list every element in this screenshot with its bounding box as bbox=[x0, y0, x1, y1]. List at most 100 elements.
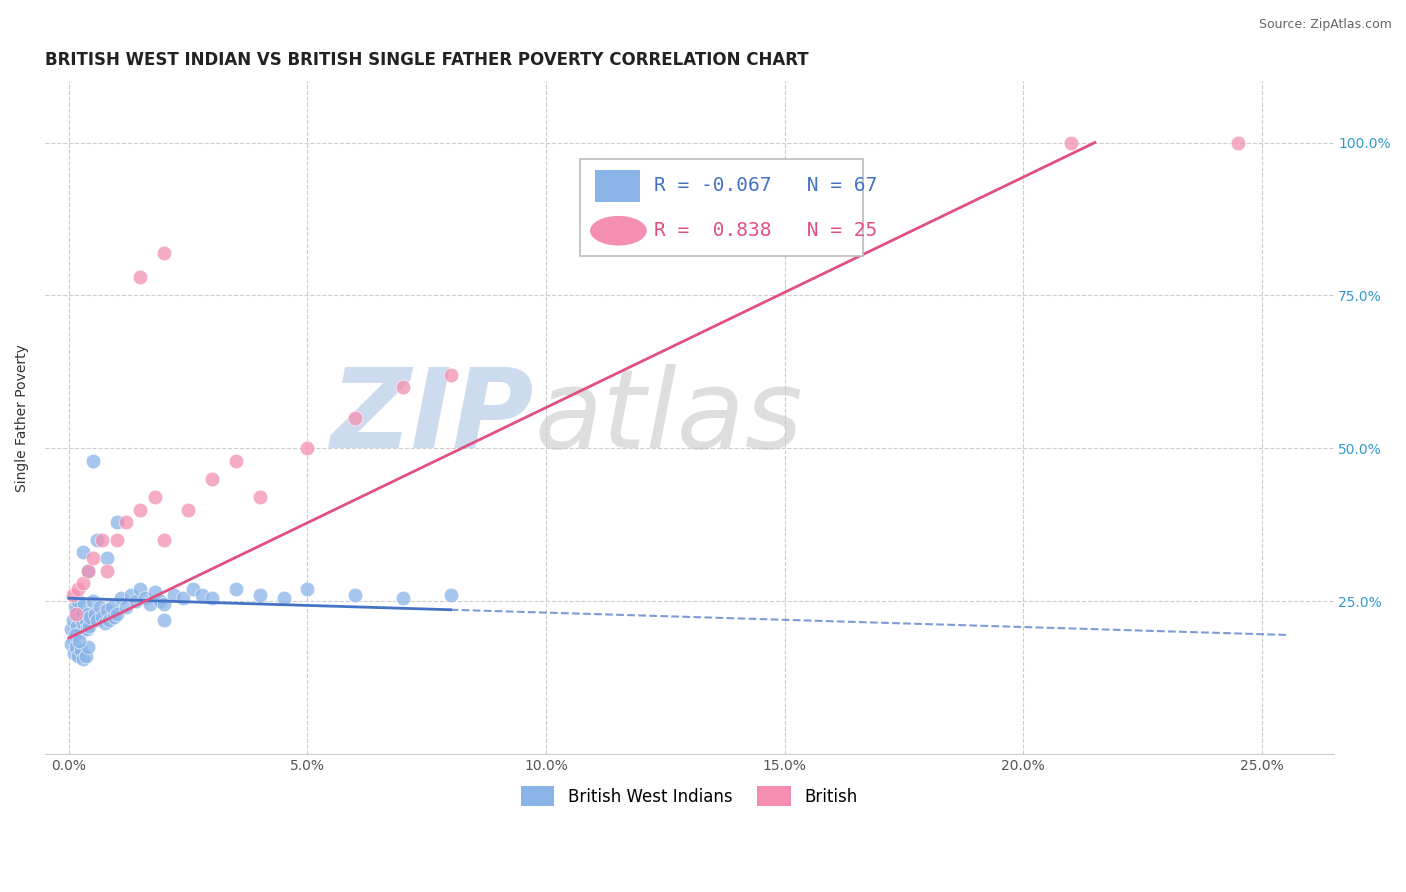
Point bbox=[72, 576, 94, 591]
Point bbox=[124, 594, 146, 608]
Point bbox=[103, 609, 125, 624]
Point bbox=[69, 624, 91, 639]
Point bbox=[72, 545, 94, 559]
Text: Source: ZipAtlas.com: Source: ZipAtlas.com bbox=[1258, 18, 1392, 31]
Point bbox=[129, 270, 152, 285]
Point bbox=[82, 594, 104, 608]
Point bbox=[105, 533, 128, 548]
Point bbox=[249, 491, 271, 505]
Point bbox=[69, 643, 91, 657]
Point bbox=[77, 607, 100, 621]
Point bbox=[392, 380, 415, 394]
Point bbox=[91, 609, 114, 624]
Point bbox=[153, 598, 176, 612]
Point bbox=[79, 609, 101, 624]
Point bbox=[201, 591, 224, 606]
Point bbox=[60, 637, 83, 651]
Point bbox=[153, 613, 176, 627]
Point bbox=[82, 551, 104, 566]
Point bbox=[67, 609, 90, 624]
Point bbox=[96, 603, 118, 617]
Point bbox=[143, 585, 166, 599]
Point bbox=[67, 594, 90, 608]
Point bbox=[1060, 136, 1083, 150]
Point bbox=[73, 598, 96, 612]
Y-axis label: Single Father Poverty: Single Father Poverty bbox=[15, 343, 30, 491]
Point bbox=[297, 442, 319, 456]
Point bbox=[163, 588, 186, 602]
Point bbox=[82, 453, 104, 467]
Point bbox=[67, 649, 90, 664]
Text: R = -0.067   N = 67: R = -0.067 N = 67 bbox=[654, 176, 877, 195]
Point bbox=[77, 564, 100, 578]
Point bbox=[143, 491, 166, 505]
Point bbox=[110, 591, 132, 606]
Point bbox=[72, 615, 94, 630]
Point bbox=[62, 631, 84, 645]
Point bbox=[65, 607, 87, 621]
Point bbox=[77, 619, 100, 633]
Point bbox=[172, 591, 194, 606]
Point bbox=[96, 551, 118, 566]
Point bbox=[70, 607, 93, 621]
Point bbox=[392, 591, 415, 606]
Point bbox=[153, 245, 176, 260]
Point bbox=[129, 582, 152, 596]
Point bbox=[249, 588, 271, 602]
Point bbox=[62, 588, 84, 602]
Point bbox=[153, 533, 176, 548]
Point bbox=[120, 588, 142, 602]
Point bbox=[139, 598, 162, 612]
Point bbox=[63, 600, 86, 615]
Point bbox=[344, 410, 367, 425]
Point bbox=[77, 640, 100, 655]
Point bbox=[86, 533, 108, 548]
Point bbox=[93, 615, 115, 630]
Point bbox=[63, 628, 86, 642]
Point bbox=[62, 613, 84, 627]
Point bbox=[91, 533, 114, 548]
Legend: British West Indians, British: British West Indians, British bbox=[515, 780, 865, 814]
Point bbox=[98, 613, 121, 627]
Point bbox=[72, 652, 94, 666]
Point bbox=[96, 564, 118, 578]
Point bbox=[84, 607, 107, 621]
Point bbox=[440, 368, 463, 382]
Point bbox=[1227, 136, 1250, 150]
Point bbox=[225, 453, 247, 467]
Point bbox=[201, 472, 224, 486]
Point bbox=[67, 634, 90, 648]
Text: BRITISH WEST INDIAN VS BRITISH SINGLE FATHER POVERTY CORRELATION CHART: BRITISH WEST INDIAN VS BRITISH SINGLE FA… bbox=[45, 51, 808, 69]
Point bbox=[67, 582, 90, 596]
Point bbox=[65, 603, 87, 617]
FancyBboxPatch shape bbox=[579, 159, 863, 256]
Point bbox=[344, 588, 367, 602]
Circle shape bbox=[591, 216, 647, 245]
Point bbox=[86, 613, 108, 627]
Point bbox=[105, 607, 128, 621]
Point bbox=[134, 591, 156, 606]
Text: R =  0.838   N = 25: R = 0.838 N = 25 bbox=[654, 221, 877, 240]
Point bbox=[181, 582, 204, 596]
Point bbox=[65, 640, 87, 655]
Point bbox=[89, 600, 111, 615]
Point bbox=[129, 502, 152, 516]
Point bbox=[191, 588, 214, 602]
Bar bbox=[595, 170, 640, 202]
Text: atlas: atlas bbox=[534, 364, 803, 471]
Point bbox=[440, 588, 463, 602]
Point bbox=[77, 564, 100, 578]
Point bbox=[76, 622, 98, 636]
Point bbox=[66, 619, 89, 633]
Point bbox=[273, 591, 295, 606]
Text: ZIP: ZIP bbox=[332, 364, 534, 471]
Point bbox=[225, 582, 247, 596]
Point bbox=[105, 515, 128, 529]
Point bbox=[60, 622, 83, 636]
Point bbox=[115, 515, 138, 529]
Point bbox=[297, 582, 319, 596]
Point bbox=[101, 600, 124, 615]
Point bbox=[148, 594, 170, 608]
Point bbox=[115, 600, 138, 615]
Point bbox=[75, 649, 97, 664]
